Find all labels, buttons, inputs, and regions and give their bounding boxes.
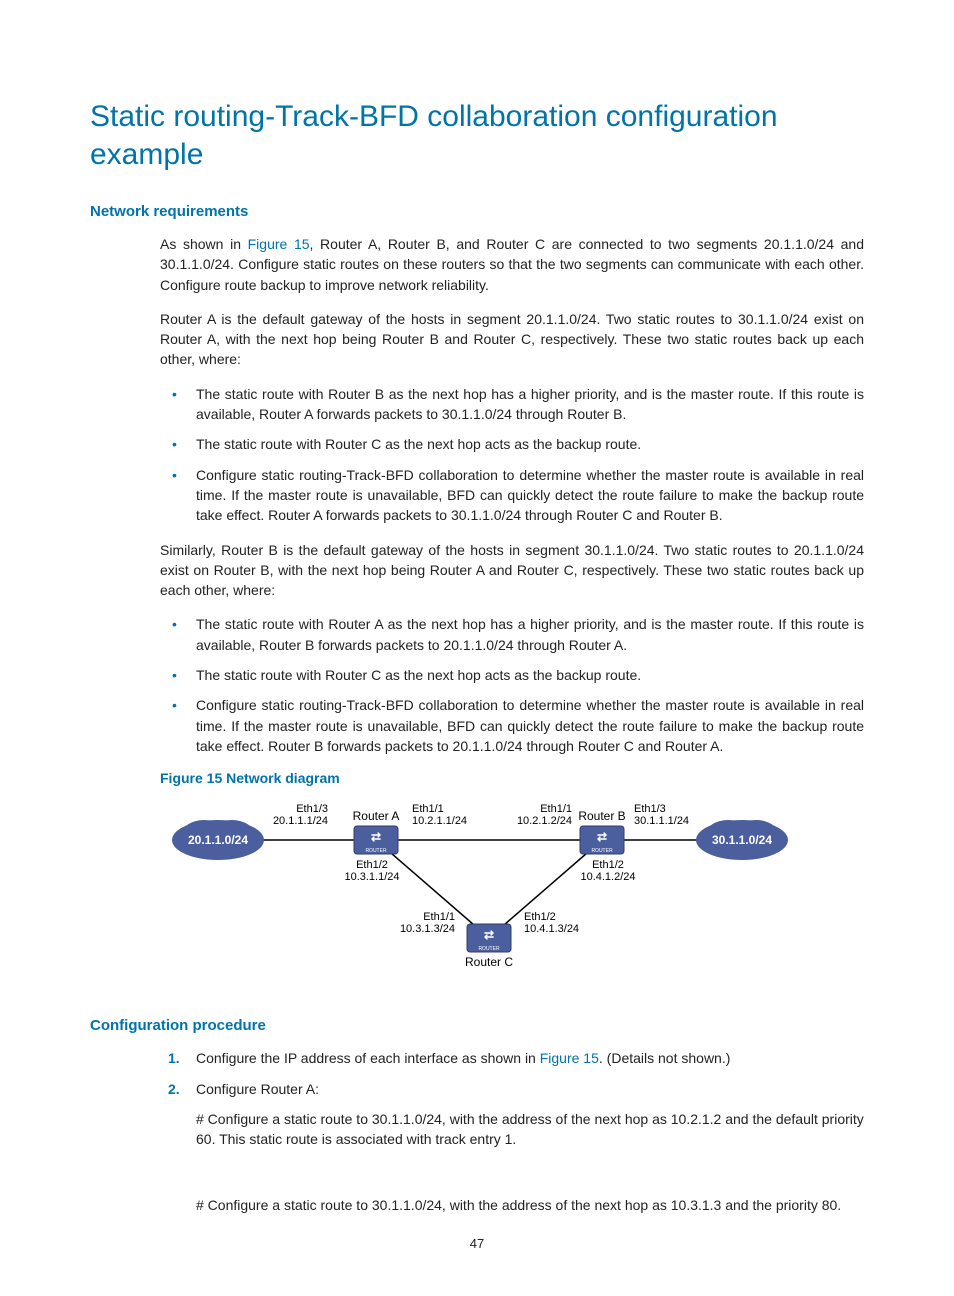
svg-text:20.1.1.0/24: 20.1.1.0/24 (188, 833, 248, 847)
svg-text:10.4.1.2/24: 10.4.1.2/24 (580, 871, 635, 883)
step-item: Configure Router A: # Configure a static… (196, 1079, 864, 1216)
svg-text:10.2.1.2/24: 10.2.1.2/24 (517, 815, 572, 827)
bullet-list-a: The static route with Router B as the ne… (160, 384, 864, 526)
text: . (Details not shown.) (599, 1050, 731, 1066)
svg-text:10.2.1.1/24: 10.2.1.1/24 (412, 815, 467, 827)
svg-text:10.4.1.3/24: 10.4.1.3/24 (524, 923, 579, 935)
network-diagram: 20.1.1.0/24 30.1.1.0/24 ⇄ ROUTER Router A ⇄ RO… (160, 792, 864, 997)
list-item: The static route with Router C as the ne… (196, 434, 864, 454)
svg-text:Eth1/1: Eth1/1 (423, 911, 455, 923)
list-item: Configure static routing-Track-BFD colla… (196, 695, 864, 756)
svg-text:10.3.1.3/24: 10.3.1.3/24 (400, 923, 455, 935)
list-item: Configure static routing-Track-BFD colla… (196, 465, 864, 526)
text: Configure the IP address of each interfa… (196, 1050, 540, 1066)
paragraph: Similarly, Router B is the default gatew… (160, 540, 864, 601)
svg-text:ROUTER: ROUTER (365, 848, 387, 854)
text: As shown in (160, 236, 248, 252)
svg-text:Eth1/3: Eth1/3 (296, 803, 328, 815)
svg-text:Eth1/2: Eth1/2 (592, 859, 624, 871)
svg-text:⇄: ⇄ (371, 830, 381, 844)
svg-text:Router C: Router C (465, 955, 513, 969)
paragraph: As shown in Figure 15, Router A, Router … (160, 234, 864, 295)
svg-text:10.3.1.1/24: 10.3.1.1/24 (344, 871, 399, 883)
svg-text:Router A: Router A (353, 809, 400, 823)
heading-network-requirements: Network requirements (90, 203, 864, 220)
svg-text:Eth1/3: Eth1/3 (634, 803, 666, 815)
svg-text:ROUTER: ROUTER (591, 848, 613, 854)
list-item: The static route with Router B as the ne… (196, 384, 864, 425)
svg-text:Eth1/1: Eth1/1 (412, 803, 444, 815)
svg-text:ROUTER: ROUTER (478, 946, 500, 952)
text: Configure Router A: (196, 1081, 319, 1097)
list-item: The static route with Router A as the ne… (196, 614, 864, 655)
steps-list: Configure the IP address of each interfa… (160, 1048, 864, 1215)
svg-text:⇄: ⇄ (597, 830, 607, 844)
heading-configuration-procedure: Configuration procedure (90, 1017, 864, 1034)
svg-text:Eth1/2: Eth1/2 (356, 859, 388, 871)
figure-caption: Figure 15 Network diagram (160, 770, 864, 786)
figure-link[interactable]: Figure 15 (248, 236, 310, 252)
svg-text:20.1.1.1/24: 20.1.1.1/24 (273, 815, 328, 827)
svg-text:Router B: Router B (578, 809, 625, 823)
paragraph: Router A is the default gateway of the h… (160, 309, 864, 370)
svg-text:Eth1/2: Eth1/2 (524, 911, 556, 923)
step-subtext: # Configure a static route to 30.1.1.0/2… (196, 1195, 864, 1215)
figure-link[interactable]: Figure 15 (540, 1050, 599, 1066)
step-item: Configure the IP address of each interfa… (196, 1048, 864, 1068)
list-item: The static route with Router C as the ne… (196, 665, 864, 685)
svg-text:⇄: ⇄ (484, 928, 494, 942)
svg-text:Eth1/1: Eth1/1 (540, 803, 572, 815)
page-number: 47 (90, 1236, 864, 1251)
svg-text:30.1.1.0/24: 30.1.1.0/24 (712, 833, 772, 847)
page-title: Static routing-Track-BFD collaboration c… (90, 98, 864, 173)
step-subtext: # Configure a static route to 30.1.1.0/2… (196, 1109, 864, 1150)
bullet-list-b: The static route with Router A as the ne… (160, 614, 864, 756)
svg-text:30.1.1.1/24: 30.1.1.1/24 (634, 815, 689, 827)
